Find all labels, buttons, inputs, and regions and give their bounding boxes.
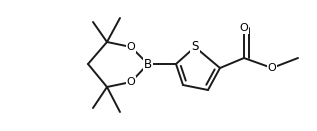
Text: O: O bbox=[126, 42, 135, 52]
Text: O: O bbox=[268, 63, 276, 73]
Text: O: O bbox=[240, 23, 249, 33]
Text: S: S bbox=[191, 40, 199, 53]
Text: O: O bbox=[126, 77, 135, 87]
Text: B: B bbox=[144, 58, 152, 70]
